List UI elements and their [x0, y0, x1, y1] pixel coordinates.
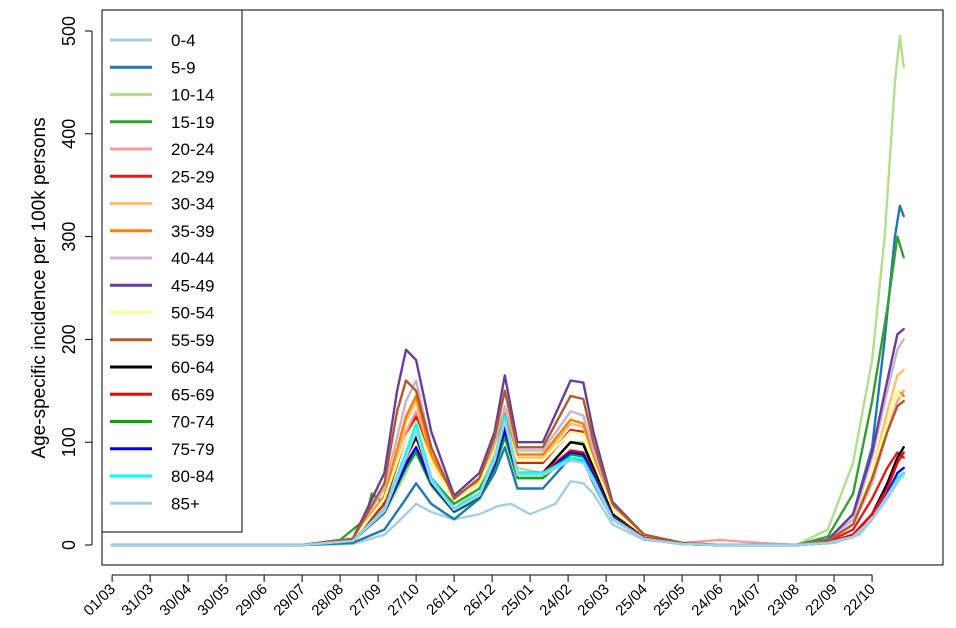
x-tick-label: 24/06 [688, 581, 727, 620]
legend-label: 10-14 [171, 86, 214, 105]
y-tick-label: 0 [59, 540, 79, 550]
x-tick-label: 29/07 [270, 581, 309, 620]
legend: 0-4 5-9 10-14 15-19 20-24 25-29 30-34 35-39 40-4… [101, 9, 243, 533]
series-lines [110, 34, 905, 547]
x-tick-label: 22/10 [840, 581, 879, 620]
x-tick-label: 24/02 [536, 581, 575, 620]
y-axis: 0 100 200 300 400 500 [59, 16, 93, 550]
legend-label: 80-84 [171, 467, 214, 486]
y-tick-label: 200 [59, 324, 79, 354]
legend-label: 60-64 [171, 358, 214, 377]
legend-box [101, 9, 243, 533]
legend-label: 85+ [171, 494, 200, 513]
series-line-40-44 [110, 338, 905, 547]
legend-label: 30-34 [171, 195, 214, 214]
x-tick-label: 30/04 [156, 581, 195, 620]
x-tick-label: 26/03 [574, 581, 613, 620]
y-axis-title: Age-specific incidence per 100k persons [29, 117, 50, 458]
x-tick-label: 28/08 [308, 581, 347, 620]
legend-label: 20-24 [171, 140, 214, 159]
x-tick-label: 27/09 [346, 581, 385, 620]
legend-label: 65-69 [171, 385, 214, 404]
x-tick-label: 23/08 [764, 581, 803, 620]
legend-label: 50-54 [171, 304, 214, 323]
x-tick-label: 25/05 [650, 581, 689, 620]
legend-label: 0-4 [171, 31, 196, 50]
legend-label: 25-29 [171, 167, 214, 186]
x-tick-label: 30/05 [194, 581, 233, 620]
y-tick-label: 500 [59, 16, 79, 46]
x-tick-label: 26/12 [460, 581, 499, 620]
legend-label: 15-19 [171, 113, 214, 132]
x-tick-label: 25/04 [612, 581, 651, 620]
x-tick-label: 25/01 [498, 581, 537, 620]
legend-label: 40-44 [171, 249, 214, 268]
legend-label: 35-39 [171, 222, 214, 241]
x-axis: 01/03 31/03 30/04 30/05 29/06 29/07 28/08 27/09… [80, 574, 879, 620]
x-tick-label: 01/03 [80, 581, 119, 620]
legend-label: 55-59 [171, 331, 214, 350]
x-tick-label: 31/03 [118, 581, 157, 620]
series-line-45-49 [110, 327, 905, 547]
series-line-55-59 [110, 379, 905, 547]
legend-label: 70-74 [171, 413, 214, 432]
y-tick-label: 400 [59, 119, 79, 149]
y-tick-label: 300 [59, 222, 79, 252]
y-tick-label: 100 [59, 427, 79, 457]
legend-label: 45-49 [171, 276, 214, 295]
x-tick-label: 24/07 [726, 581, 765, 620]
x-tick-label: 22/09 [802, 581, 841, 620]
legend-label: 5-9 [171, 58, 196, 77]
series-line-85+ [110, 420, 905, 547]
x-tick-label: 27/10 [384, 581, 423, 620]
x-tick-label: 29/06 [232, 581, 271, 620]
legend-label: 75-79 [171, 440, 214, 459]
x-tick-label: 26/11 [423, 581, 461, 619]
